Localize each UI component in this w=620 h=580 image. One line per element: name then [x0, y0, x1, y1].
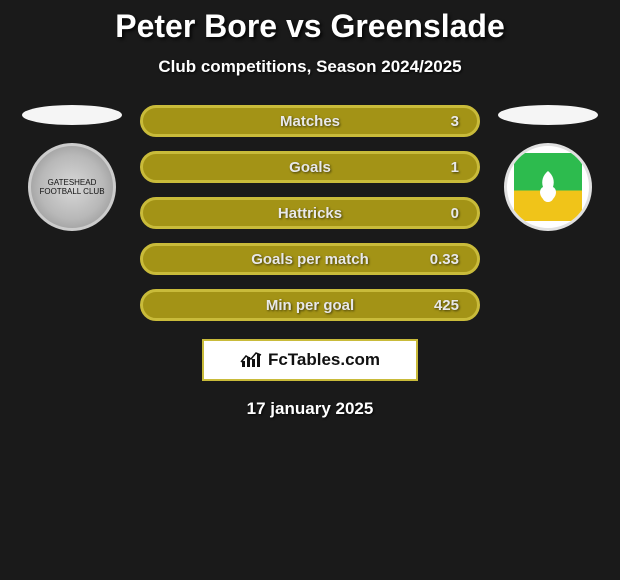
stat-label: Min per goal	[266, 297, 354, 314]
stat-label: Matches	[280, 113, 340, 130]
right-name-badge	[498, 105, 598, 125]
brand-text: FcTables.com	[268, 350, 380, 370]
right-crest-shield	[514, 153, 582, 221]
stat-label: Goals	[289, 159, 331, 176]
date-line: 17 january 2025	[0, 399, 620, 419]
left-team-crest: GATESHEAD FOOTBALL CLUB	[28, 143, 116, 231]
comparison-card: Peter Bore vs Greenslade Club competitio…	[0, 0, 620, 419]
stat-value: 3	[451, 113, 459, 130]
stat-label: Goals per match	[251, 251, 369, 268]
stat-row: Min per goal 425	[140, 289, 480, 321]
stat-value: 0.33	[430, 251, 459, 268]
lion-icon	[533, 167, 563, 207]
left-crest-text: GATESHEAD FOOTBALL CLUB	[31, 178, 113, 196]
brand-badge[interactable]: FcTables.com	[202, 339, 418, 381]
page-title: Peter Bore vs Greenslade	[0, 8, 620, 45]
right-column	[498, 105, 598, 231]
stats-column: Matches 3 Goals 1 Hattricks 0 Goals per …	[140, 105, 480, 321]
stat-row: Hattricks 0	[140, 197, 480, 229]
subtitle: Club competitions, Season 2024/2025	[0, 57, 620, 77]
left-column: GATESHEAD FOOTBALL CLUB	[22, 105, 122, 231]
stat-row: Goals per match 0.33	[140, 243, 480, 275]
stat-row: Goals 1	[140, 151, 480, 183]
stat-value: 425	[434, 297, 459, 314]
right-team-crest	[504, 143, 592, 231]
stat-value: 0	[451, 205, 459, 222]
stat-value: 1	[451, 159, 459, 176]
chart-icon	[240, 351, 262, 369]
stat-row: Matches 3	[140, 105, 480, 137]
main-row: GATESHEAD FOOTBALL CLUB Matches 3 Goals …	[0, 105, 620, 321]
stat-label: Hattricks	[278, 205, 342, 222]
left-name-badge	[22, 105, 122, 125]
